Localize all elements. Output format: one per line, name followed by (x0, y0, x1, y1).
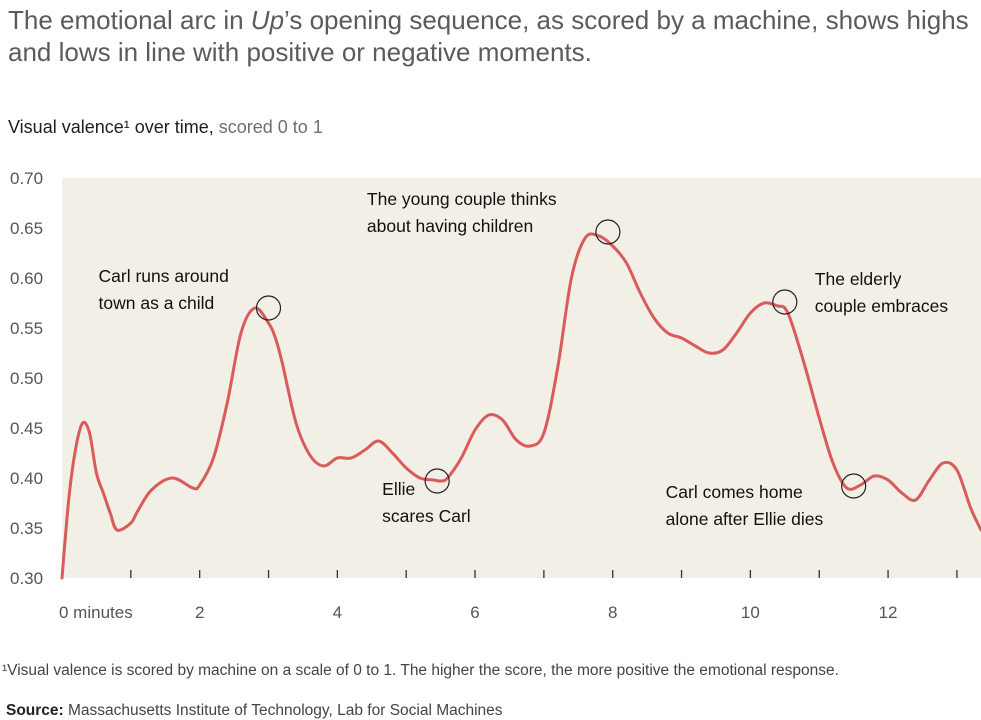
annotation-marker (255, 295, 282, 321)
source-label: Source: (6, 702, 64, 719)
annotation-label: Carl comes home (666, 482, 803, 502)
subtitle-bold: Visual valence¹ over time, (8, 117, 214, 137)
y-tick-label: 0.55 (10, 319, 43, 338)
annotation-label: The young couple thinks (367, 189, 557, 209)
y-axis-ticks: 0.70 0.65 0.60 0.55 0.50 0.45 0.40 0.35 0.30 (10, 169, 43, 588)
source-text: Massachusetts Institute of Technology, L… (63, 702, 503, 719)
y-tick-label: 0.30 (10, 569, 43, 588)
headline-part1: The emotional arc in (8, 5, 251, 35)
y-tick-label: 0.70 (10, 169, 43, 188)
valence-chart: 0.70 0.65 0.60 0.55 0.50 0.45 0.40 0.35 0.30 0 m… (10, 169, 981, 622)
annotation-label: couple embraces (815, 296, 949, 316)
x-tick-label: 6 (470, 603, 479, 622)
plot-background (62, 178, 981, 578)
y-tick-label: 0.40 (10, 469, 43, 488)
x-tick-label: 10 (741, 603, 760, 622)
y-tick-label: 0.35 (10, 519, 43, 538)
annotation-marker (424, 468, 450, 494)
annotation-label: town as a child (99, 293, 215, 313)
y-tick-label: 0.65 (10, 219, 43, 238)
x-tick-label: 2 (195, 603, 204, 622)
chart-subtitle: Visual valence¹ over time, scored 0 to 1 (8, 117, 323, 138)
headline-part2: ’s opening sequence, as scored by a mach… (8, 5, 969, 67)
source-line: Source: Massachusetts Institute of Techn… (6, 702, 503, 720)
x-axis-ticks: 0 minutes 2 4 6 8 10 12 (59, 570, 958, 622)
y-tick-label: 0.45 (10, 419, 43, 438)
x-tick-label: 12 (879, 603, 898, 622)
x-tick-label: 4 (333, 603, 342, 622)
subtitle-light: scored 0 to 1 (213, 117, 323, 137)
annotations: Carl runs around town as a child The young… (99, 189, 949, 529)
annotation-label: scares Carl (382, 506, 471, 526)
x-tick-label: 0 minutes (59, 603, 133, 622)
annotation-marker (841, 473, 867, 499)
headline-italic: Up (250, 5, 285, 35)
footnote: ¹Visual valence is scored by machine on … (2, 662, 839, 679)
y-tick-label: 0.60 (10, 269, 43, 288)
chart-headline: The emotional arc in Up’s opening sequen… (8, 4, 973, 68)
annotation-label: alone after Ellie dies (666, 509, 824, 529)
annotation-marker (595, 219, 621, 245)
y-tick-label: 0.50 (10, 369, 43, 388)
x-tick-label: 8 (608, 603, 617, 622)
annotation-label: Carl runs around (99, 266, 229, 286)
annotation-marker (772, 289, 798, 315)
annotation-label: about having children (367, 216, 533, 236)
annotation-label: Ellie (382, 479, 415, 499)
annotation-label: The elderly (815, 269, 902, 289)
valence-series-line (60, 232, 981, 580)
